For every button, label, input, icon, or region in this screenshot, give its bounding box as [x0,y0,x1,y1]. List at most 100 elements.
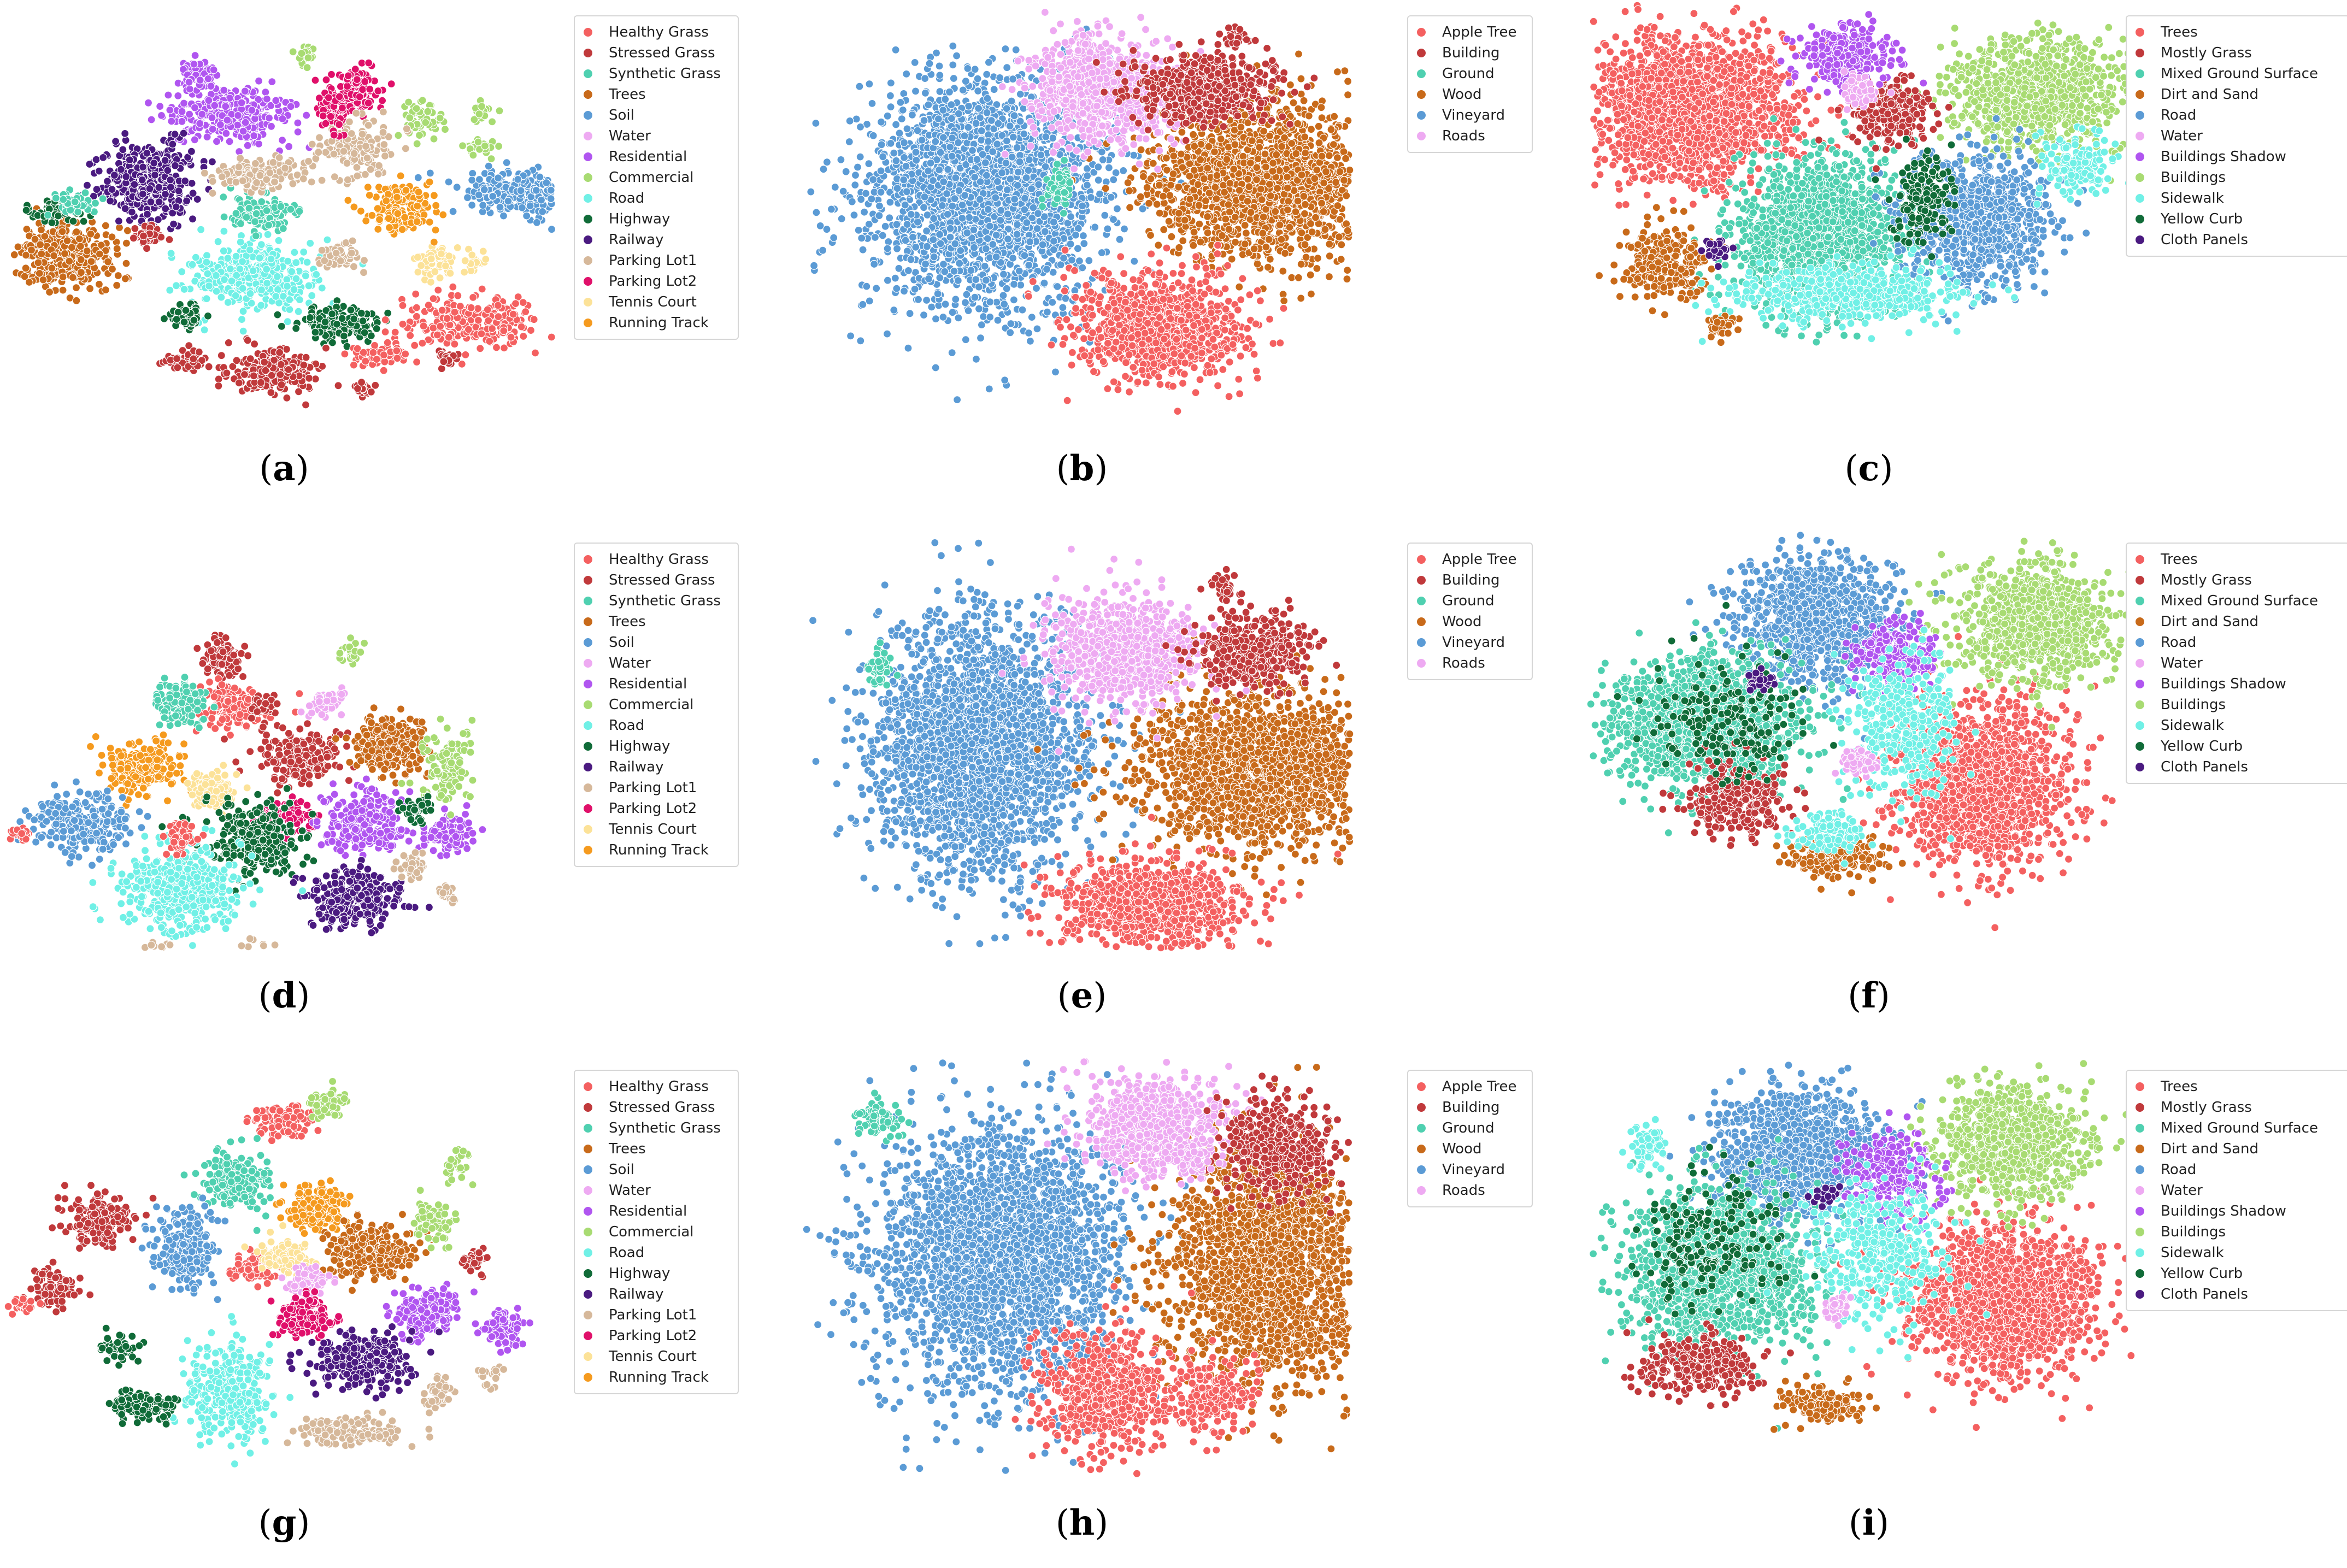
scatter-point [286,102,295,111]
scatter-point [339,302,348,311]
scatter-point [49,251,58,260]
scatter-point [254,139,263,148]
scatter-point [208,125,217,134]
scatter-point [427,255,436,263]
scatter-point [431,267,439,276]
scatter-point [307,178,316,186]
scatter-point [273,310,282,319]
scatter-point [122,239,131,247]
scatter-point [280,164,290,173]
scatter-point [519,332,528,341]
scatter-point [20,272,29,281]
scatter-point [368,211,377,220]
scatter-point [474,138,483,146]
legend-label: Running Track [609,315,709,331]
scatter-point [330,150,338,158]
scatter-point [423,107,432,116]
scatter-point [474,316,483,325]
scatter-point [396,172,405,180]
legend-label: Highway [609,211,670,227]
scatter-point [101,285,110,294]
scatter-point [190,316,198,325]
scatter-point [352,109,361,117]
scatter-point [166,286,174,294]
scatter-point [195,347,203,356]
scatter-point [284,142,293,151]
scatter-point [172,281,181,290]
cluster-parking-lot1 [304,108,412,188]
scatter-point [239,307,248,316]
scatter-point [214,381,223,390]
scatter-point [172,203,180,211]
scatter-point [295,295,304,304]
scatter-point [169,220,178,228]
scatter-point [845,137,854,146]
scatter-point [208,177,217,186]
scatter-point [187,147,196,156]
scatter-point [900,153,909,162]
scatter-point [220,227,228,235]
scatter-point [323,235,332,244]
scatter-point [537,196,546,204]
scatter-point [196,119,204,128]
scatter-point [25,278,34,287]
scatter-point [394,131,403,140]
scatter-point [303,63,311,72]
scatter-point [157,111,166,120]
scatter-point [358,130,367,139]
scatter-point [414,173,422,182]
scatter-point [511,299,520,308]
scatter-point [360,328,369,337]
scatter-point [203,269,212,278]
scatter-point [999,291,1008,300]
scatter-point [289,48,297,56]
scatter-point [364,58,373,67]
scatter-point [366,165,375,174]
scatter-point [450,308,459,317]
scatter-point [267,255,275,263]
scatter-point [287,267,296,276]
scatter-point [267,101,275,110]
scatter-point [283,393,291,403]
scatter-point [139,232,148,240]
scatter-point [433,331,442,339]
legend-marker-icon [584,152,592,161]
scatter-point [299,247,308,256]
scatter-point [185,85,194,93]
scatter-point [1101,211,1109,220]
scatter-point [238,257,247,266]
scatter-point [453,243,462,252]
scatter-point [464,325,473,334]
legend-item: Trees [584,84,728,105]
scatter-point [1113,204,1122,213]
scatter-point [360,256,369,265]
scatter-point [461,350,470,359]
scatter-point [212,287,221,296]
scatter-point [338,104,347,113]
scatter-point [436,274,444,282]
scatter-point [204,281,214,290]
scatter-point [317,176,326,185]
scatter-point [261,366,270,375]
legend-label: Healthy Grass [609,24,709,40]
scatter-point [352,75,361,84]
scatter-point [426,278,436,287]
cluster-railway [79,129,216,234]
scatter-point [256,378,265,387]
scatter-point [365,191,374,199]
scatter-point [1009,296,1018,304]
scatter-point [358,85,367,94]
scatter-point [75,234,84,243]
scatter-point [77,268,85,277]
legend-item: Railway [584,229,728,250]
scatter-point [276,370,285,379]
scatter-point [233,111,243,120]
scatter-point [363,154,372,162]
scatter-point [21,264,30,273]
scatter-point [868,99,877,108]
scatter-point [487,324,497,333]
scatter-point [161,156,169,165]
scatter-point [437,250,446,258]
scatter-point [322,75,331,84]
scatter-point [70,197,79,207]
